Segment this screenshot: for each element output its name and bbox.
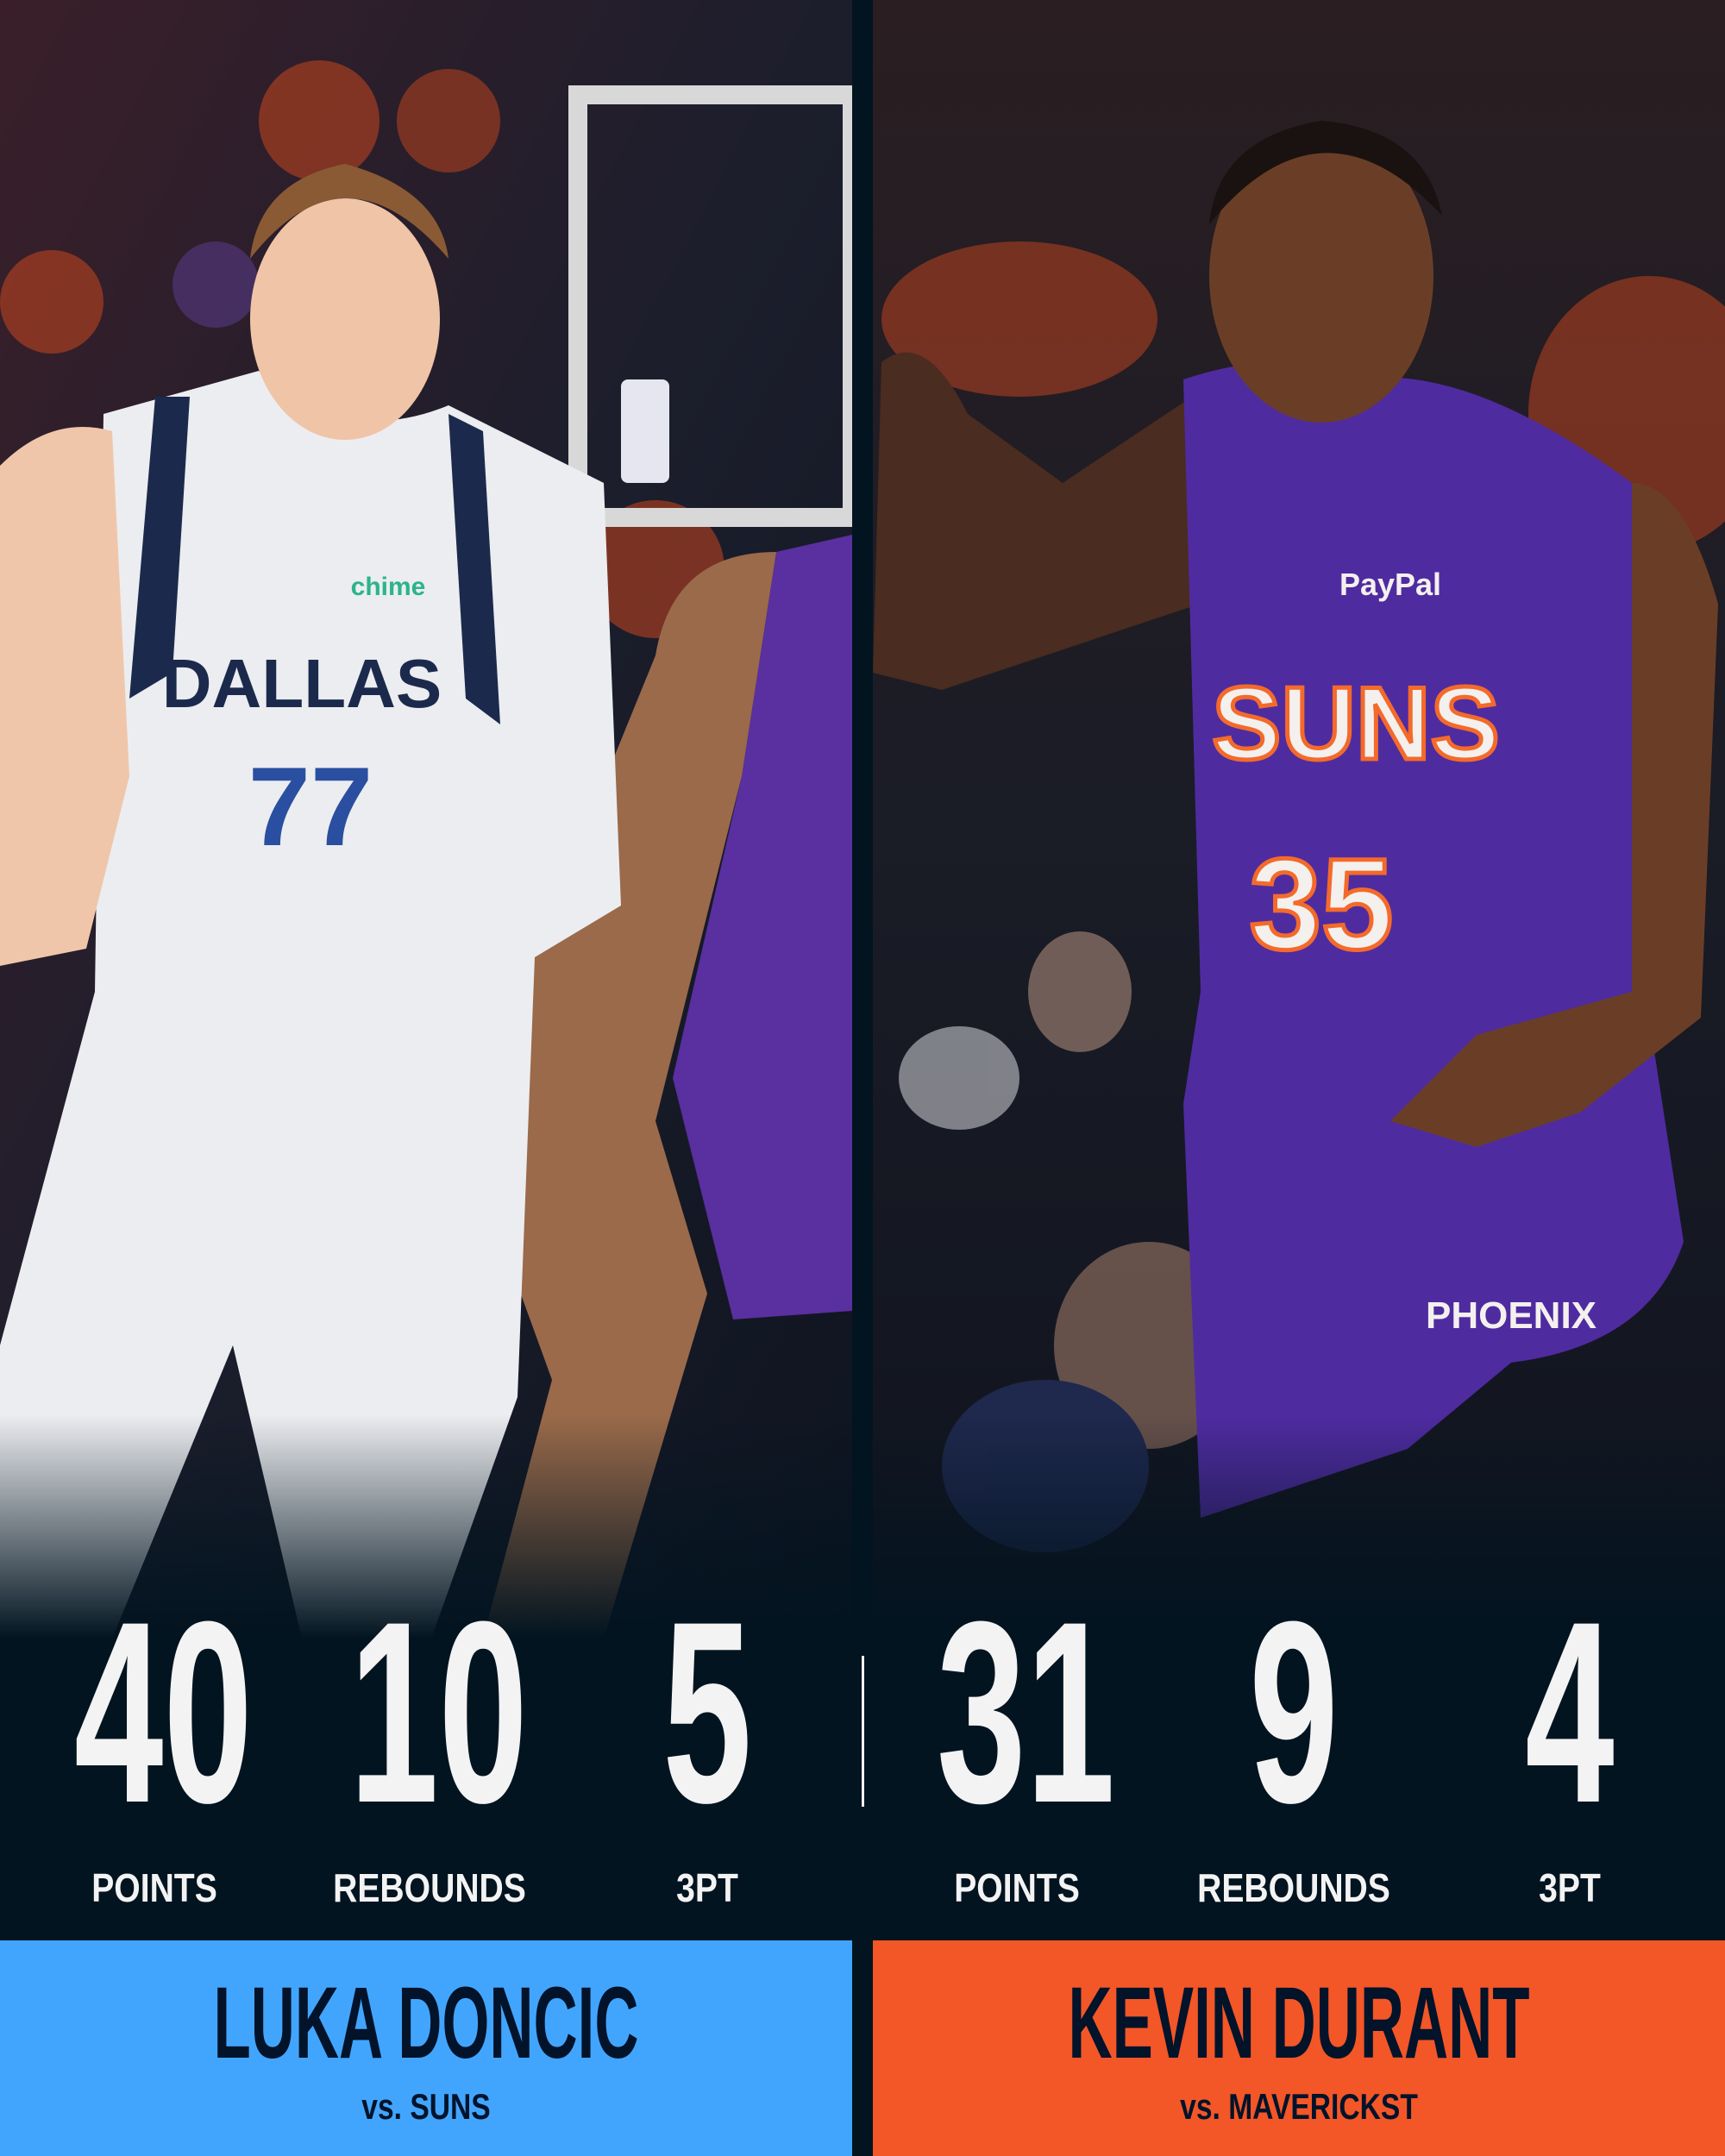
stat-value: 31 [937, 1567, 1115, 1857]
opponent-label: vs. MAVERICKST [1180, 2086, 1418, 2127]
stat-value: 5 [662, 1567, 752, 1857]
stat-left-rebounds: 10 REBOUNDS [300, 1564, 559, 1911]
jersey-text: DALLAS [162, 645, 442, 722]
stat-label: 3PT [676, 1865, 738, 1910]
stat-left-3pt: 5 3PT [578, 1564, 837, 1911]
stat-label: POINTS [954, 1865, 1080, 1910]
sponsor-logo: PayPal [1339, 567, 1441, 602]
stats-divider [862, 1656, 864, 1807]
stat-label: 3PT [1539, 1865, 1601, 1910]
stat-value: 40 [74, 1567, 253, 1857]
jersey-number: 77 [248, 743, 373, 869]
stat-left-points: 40 POINTS [25, 1564, 284, 1911]
stat-right-points: 31 POINTS [888, 1564, 1146, 1911]
stat-right-rebounds: 9 REBOUNDS [1164, 1564, 1423, 1911]
stat-right-3pt: 4 3PT [1440, 1564, 1699, 1911]
luka-doncic-photo: DALLAS 77 chime [0, 0, 852, 1639]
photo-fade [0, 1414, 852, 1639]
shorts-text: PHOENIX [1426, 1294, 1596, 1337]
jersey-text: SUNS [1212, 666, 1499, 781]
sponsor-logo: chime [351, 573, 426, 601]
right-player-name-panel: KEVIN DURANT vs. MAVERICKST [873, 1940, 1725, 2156]
jersey-number: 35 [1250, 831, 1394, 976]
photo-fade [873, 1414, 1725, 1639]
kevin-durant-photo: SUNS 35 PayPal PHOENIX [873, 0, 1725, 1639]
left-player-name-panel: LUKA DONCIC vs. SUNS [0, 1940, 852, 2156]
player-name: LUKA DONCIC [213, 1966, 639, 2080]
player-name: KEVIN DURANT [1068, 1966, 1530, 2080]
stat-value: 10 [349, 1567, 528, 1857]
opponent-label: vs. SUNS [361, 2086, 491, 2127]
stat-value: 4 [1525, 1567, 1615, 1857]
stat-label: POINTS [91, 1865, 217, 1910]
stat-label: REBOUNDS [333, 1865, 526, 1910]
stat-label: REBOUNDS [1197, 1865, 1390, 1910]
stat-value: 9 [1249, 1567, 1339, 1857]
